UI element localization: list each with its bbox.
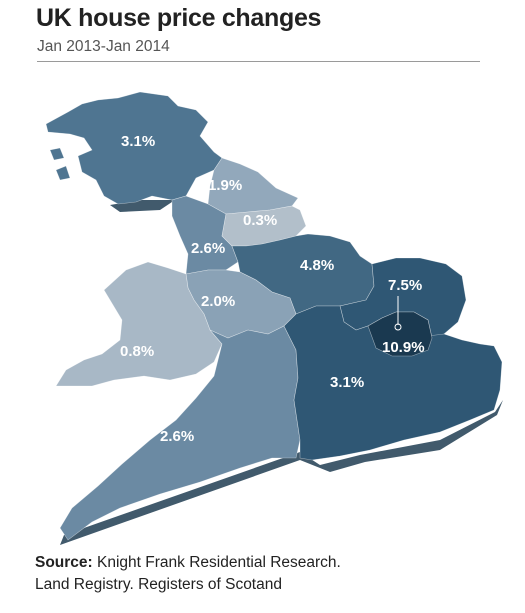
region-label-scotland: 3.1% [121,133,155,150]
chart-subtitle: Jan 2013-Jan 2014 [37,38,170,55]
region-label-west-midlands: 2.0% [201,293,235,310]
region-label-east-midlands: 4.8% [300,257,334,274]
region-label-south-west: 2.6% [160,428,194,445]
region-north-east: 1.9% [207,157,299,215]
region-label-north-east: 1.9% [208,177,242,194]
region-scotland: 3.1% [45,91,223,205]
region-shape [367,311,433,357]
region-shape-island [55,165,71,181]
region-label-yorkshire-humber: 0.3% [243,212,277,229]
region-label-east-of-england: 7.5% [388,277,422,294]
region-wales: 0.8% [55,261,223,387]
region-east-midlands: 4.8% [231,233,375,315]
source-label: Source: [35,554,93,571]
region-shape [55,261,223,387]
region-shape-island [49,147,65,161]
chart-title: UK house price changes [36,4,322,32]
title-divider [37,61,480,62]
region-london: 10.9% [367,311,433,357]
region-label-north-west: 2.6% [191,240,225,257]
region-south-east: 3.1% [283,305,503,461]
region-label-south-east: 3.1% [330,374,364,391]
region-label-london: 10.9% [382,339,425,356]
source-line-2: Land Registry. Registers of Scotand [35,576,282,593]
source-note: Source: Knight Frank Residential Researc… [35,552,341,596]
region-shape [283,305,503,461]
region-label-wales: 0.8% [120,343,154,360]
leader-line-east-of-england [394,296,402,331]
region-east-of-england: 7.5% [339,257,467,339]
source-line-1: Knight Frank Residential Research. [92,554,341,571]
